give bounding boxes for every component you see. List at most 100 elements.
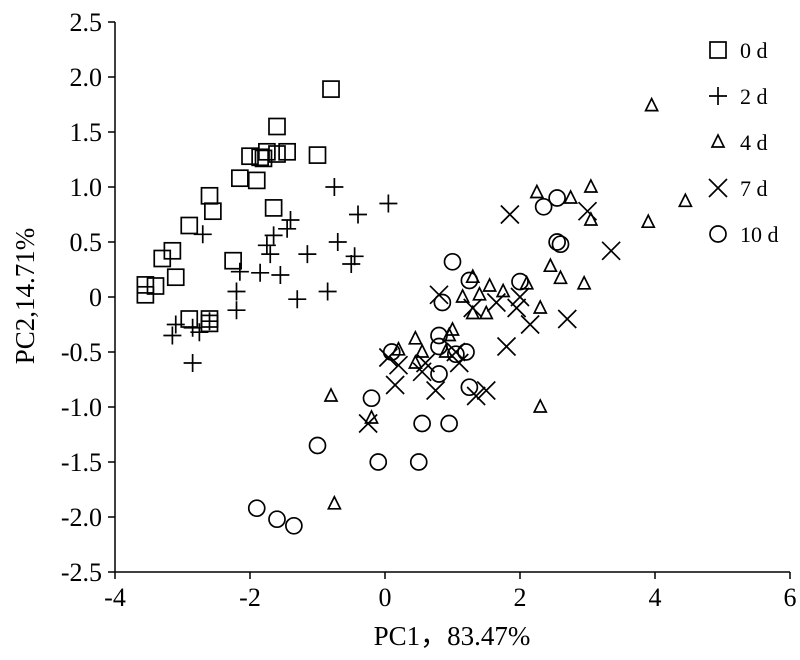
data-point-square [247, 171, 266, 190]
y-tick-label: 1.0 [70, 173, 103, 202]
data-point-plus [257, 236, 276, 255]
data-point-cross [486, 292, 506, 313]
y-tick-label: 1.5 [70, 118, 103, 147]
data-point-plus [190, 323, 209, 342]
y-tick-label: 2.0 [70, 63, 103, 92]
data-point-plus [318, 282, 337, 301]
data-point-cross [507, 298, 527, 318]
data-point-circle [430, 326, 448, 345]
x-axis-title: PC1，83.47% [374, 621, 531, 651]
x-tick-label: 2 [514, 583, 527, 612]
y-tick-label: -0.5 [61, 338, 102, 367]
y-tick-label: 0 [89, 283, 102, 312]
data-point-square [146, 277, 165, 295]
data-point-plus [163, 326, 182, 345]
data-point-square [278, 142, 296, 161]
data-point-plus [251, 263, 270, 282]
data-point-cross [601, 241, 621, 261]
x-tick-label: 0 [379, 583, 392, 612]
data-point-cross [358, 413, 378, 434]
data-point-square [254, 149, 273, 168]
data-point-plus [261, 245, 280, 264]
data-point-plus [193, 225, 212, 244]
data-point-plus [230, 262, 249, 281]
data-point-square [200, 186, 219, 205]
data-point-triangle [529, 183, 545, 199]
data-point-triangle [326, 494, 342, 510]
data-point-triangle [542, 257, 558, 273]
data-point-circle [308, 436, 327, 455]
data-point-cross [510, 287, 530, 307]
legend: 0 d 2 d 4 d 7 d 10 d [708, 38, 779, 247]
data-point-circle [285, 516, 303, 535]
legend-marker-circle [709, 225, 727, 243]
data-point-triangle [677, 192, 693, 208]
data-point-circle [362, 389, 381, 408]
data-point-circle [382, 343, 401, 361]
data-point-square [136, 276, 155, 294]
data-point-cross [449, 353, 469, 373]
data-point-triangle [583, 178, 599, 193]
y-tick-label: -1.5 [61, 448, 102, 477]
x-tick-label: 4 [649, 583, 662, 612]
data-point-square [163, 241, 182, 260]
data-point-circle [460, 378, 479, 397]
data-point-triangle [478, 304, 494, 320]
data-point-circle [460, 271, 479, 290]
data-point-triangle [644, 96, 660, 112]
legend-marker-plus [709, 87, 727, 105]
legend-label: 0 d [740, 38, 768, 63]
data-point-triangle [465, 304, 481, 320]
legend-marker-triangle [710, 133, 726, 148]
data-point-cross [463, 298, 483, 318]
data-point-plus [349, 205, 367, 224]
data-point-triangle [563, 189, 579, 204]
data-point-square [204, 202, 222, 221]
data-point-cross [557, 309, 577, 329]
data-point-square [258, 142, 276, 161]
data-point-circle [268, 510, 286, 529]
data-point-triangle [519, 274, 535, 290]
data-point-square [268, 145, 286, 163]
x-tick-label: 6 [784, 583, 797, 612]
data-point-triangle [323, 387, 339, 402]
y-tick-label: -2.0 [61, 503, 102, 532]
data-point-plus [298, 245, 317, 264]
data-point-plus [379, 194, 398, 213]
data-point-circle [534, 197, 553, 216]
data-point-cross [426, 380, 446, 401]
data-point-triangle [472, 285, 487, 301]
data-point-cross [577, 201, 598, 221]
data-point-cross [385, 375, 405, 395]
data-point-plus [183, 354, 202, 372]
data-point-plus [328, 233, 347, 251]
data-point-triangle [583, 211, 599, 226]
data-point-triangle [407, 329, 423, 345]
data-point-square [264, 199, 283, 217]
y-tick-label: -2.5 [61, 558, 102, 587]
data-point-square [251, 148, 269, 167]
data-points [136, 80, 693, 535]
data-point-plus [345, 247, 364, 266]
data-point-square [268, 117, 286, 136]
data-point-circle [548, 189, 566, 207]
data-point-triangle [482, 277, 498, 292]
data-point-cross [378, 347, 398, 368]
data-point-square [322, 80, 340, 98]
data-point-plus [166, 315, 185, 334]
x-tick-label: -4 [104, 583, 126, 612]
data-point-plus [342, 255, 361, 273]
data-point-triangle [532, 398, 548, 413]
data-point-circle [511, 272, 529, 291]
legend-label: 4 d [740, 130, 768, 155]
data-point-circle [548, 233, 566, 251]
data-point-circle [413, 414, 431, 433]
x-axis-ticks: -4 -2 0 2 4 6 [104, 572, 797, 612]
data-point-square [241, 147, 259, 166]
data-point-plus [264, 226, 283, 245]
legend-label: 7 d [740, 176, 768, 201]
data-point-cross [466, 386, 486, 406]
data-point-plus [227, 301, 246, 320]
data-point-triangle [553, 269, 568, 285]
